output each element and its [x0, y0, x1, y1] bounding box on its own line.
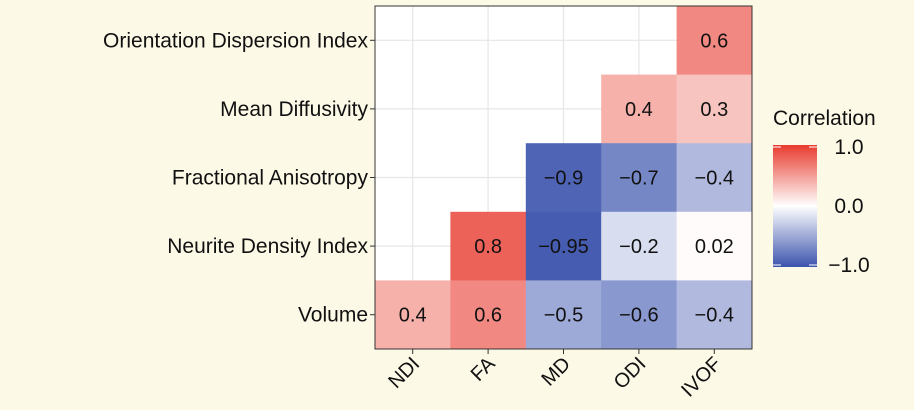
legend: Correlation 1.0 0.0 −1.0 — [773, 107, 876, 277]
cell-value-label: 0.4 — [625, 99, 653, 121]
cell-value-label: −0.4 — [695, 168, 734, 190]
heatmap-cell — [676, 280, 753, 350]
legend-tick-label: 0.0 — [834, 195, 863, 218]
cell-value-label: 0.6 — [700, 30, 728, 52]
y-axis: Orientation Dispersion Index Mean Diffusi… — [103, 29, 375, 327]
heatmap-cells — [375, 6, 753, 350]
heatmap-cell — [375, 280, 451, 350]
y-tick-label: Volume — [298, 304, 368, 327]
cell-value-label: 0.3 — [700, 99, 728, 121]
x-tick-label: IVOF — [677, 353, 726, 402]
cell-value-label: −0.6 — [619, 305, 658, 327]
x-tick-label: NDI — [384, 353, 424, 393]
cell-value-label: −0.7 — [619, 168, 658, 190]
y-tick-label: Orientation Dispersion Index — [103, 29, 368, 52]
heatmap-cell — [525, 280, 602, 350]
heatmap-cell — [601, 280, 678, 350]
heatmap-cell — [601, 74, 678, 144]
cell-value-label: 0.4 — [399, 305, 427, 327]
legend-tick-label: 1.0 — [834, 136, 863, 159]
cell-value-label: −0.9 — [544, 168, 583, 190]
legend-title: Correlation — [773, 107, 876, 130]
cell-value-label: 0.8 — [474, 236, 502, 258]
x-tick-label: MD — [537, 353, 575, 391]
heatmap-cell — [525, 143, 602, 213]
y-tick-label: Mean Diffusivity — [220, 98, 368, 121]
heatmap-cell — [601, 143, 678, 213]
x-axis: NDI FA MD ODI IVOF — [384, 349, 726, 402]
cell-value-label: −0.4 — [695, 305, 734, 327]
x-tick-label: FA — [467, 353, 500, 386]
cell-value-label: 0.02 — [695, 236, 734, 258]
cell-value-label: −0.95 — [538, 236, 589, 258]
cell-value-label: 0.6 — [474, 305, 502, 327]
heatmap-cell — [450, 280, 527, 350]
legend-tick-label: −1.0 — [828, 254, 869, 277]
cell-value-label: −0.2 — [619, 236, 658, 258]
y-tick-label: Fractional Anisotropy — [172, 167, 369, 190]
heatmap-cell — [676, 6, 753, 76]
heatmap-cell — [450, 211, 527, 281]
y-tick-label: Neurite Density Index — [167, 235, 368, 258]
heatmap-cell — [676, 211, 753, 281]
x-tick-label: ODI — [610, 353, 651, 394]
heatmap-cell — [601, 211, 678, 281]
cell-labels: 0.6 0.4 0.3 −0.9 −0.7 −0.4 0.8 −0.95 −0.2 0.02 0.4… — [399, 30, 734, 326]
heatmap-cell — [525, 211, 602, 281]
heatmap-cell — [676, 74, 753, 144]
heatmap-cell — [676, 143, 753, 213]
cell-value-label: −0.5 — [544, 305, 583, 327]
